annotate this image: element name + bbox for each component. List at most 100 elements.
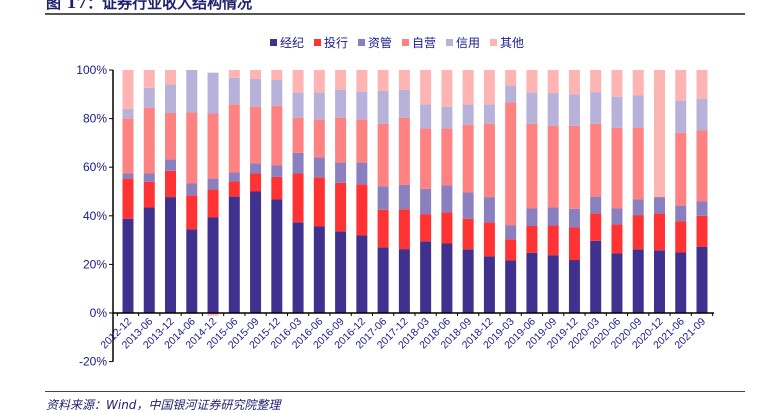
bar-segment bbox=[526, 252, 538, 313]
bar-segment bbox=[143, 107, 155, 174]
bar-segment bbox=[143, 207, 155, 313]
bar-segment bbox=[271, 105, 283, 166]
bar-segment bbox=[228, 172, 240, 182]
bar-segment bbox=[377, 90, 389, 124]
bar-segment bbox=[271, 199, 283, 313]
bar-segment bbox=[356, 162, 368, 185]
bar-segment bbox=[228, 181, 240, 197]
bar-segment bbox=[462, 70, 474, 105]
bar-segment bbox=[271, 176, 283, 200]
bar-segment bbox=[398, 249, 410, 313]
bar-segment bbox=[611, 224, 623, 254]
bar-segment bbox=[632, 215, 644, 250]
figure-title: 图 17：证券行业收入结构情况 bbox=[46, 0, 253, 12]
bar-segment bbox=[377, 123, 389, 187]
bar-segment bbox=[568, 70, 580, 95]
bar-segment bbox=[483, 222, 495, 257]
bar-segment bbox=[143, 173, 155, 182]
bar-segment bbox=[271, 79, 283, 106]
bar-segment bbox=[228, 196, 240, 313]
bar-segment bbox=[632, 249, 644, 313]
bar-segment bbox=[313, 226, 325, 313]
bar-segment bbox=[547, 255, 559, 313]
bar-segment bbox=[590, 70, 602, 93]
bar-segment bbox=[292, 152, 304, 174]
bar-segment bbox=[611, 96, 623, 128]
legend-label: 资管 bbox=[368, 35, 392, 50]
bar-segment bbox=[207, 72, 219, 114]
title-divider bbox=[45, 13, 745, 15]
bar-segment bbox=[398, 89, 410, 118]
bar-segment bbox=[398, 70, 410, 90]
bar-segment bbox=[250, 163, 262, 174]
bar-segment bbox=[165, 70, 177, 85]
bar-segment bbox=[228, 104, 240, 173]
bar-segment bbox=[632, 127, 644, 200]
legend-swatch bbox=[446, 39, 453, 46]
legend-swatch bbox=[270, 39, 277, 46]
bar-segment bbox=[611, 253, 623, 313]
legend-label: 投行 bbox=[324, 35, 348, 50]
bar-segment bbox=[335, 89, 347, 118]
bar-segment bbox=[313, 92, 325, 120]
bar-segment bbox=[547, 225, 559, 256]
source-divider bbox=[45, 391, 745, 392]
bar-segment bbox=[611, 127, 623, 209]
bar-segment bbox=[420, 241, 432, 313]
bar-segment bbox=[568, 125, 580, 209]
bar-segment bbox=[441, 70, 453, 107]
bar-segment bbox=[526, 92, 538, 124]
bar-segment bbox=[590, 92, 602, 124]
legend-swatch bbox=[402, 39, 409, 46]
bar-segment bbox=[335, 117, 347, 163]
bar-segment bbox=[250, 78, 262, 107]
bar-segment bbox=[590, 123, 602, 197]
bar-segment bbox=[250, 173, 262, 192]
bar-segment bbox=[122, 178, 134, 219]
bar-segment bbox=[590, 213, 602, 241]
bar-segment bbox=[228, 77, 240, 105]
bar-segment bbox=[165, 113, 177, 160]
legend-label: 信用 bbox=[456, 36, 480, 50]
bar-segment bbox=[696, 201, 708, 216]
bar-segment bbox=[420, 214, 432, 242]
bar-segment bbox=[696, 246, 708, 313]
bar-segment bbox=[143, 70, 155, 88]
bar-segment bbox=[207, 178, 219, 190]
bar-segment bbox=[420, 128, 432, 189]
bar-segment bbox=[483, 70, 495, 105]
bar-segment bbox=[398, 117, 410, 185]
bar-segment bbox=[356, 70, 368, 92]
bar-segment bbox=[590, 240, 602, 313]
bar-segment bbox=[632, 95, 644, 128]
bar-segment bbox=[462, 124, 474, 193]
bar-segment bbox=[462, 249, 474, 313]
bar-segment bbox=[441, 106, 453, 129]
bar-segment bbox=[186, 229, 198, 313]
bar-segment bbox=[441, 243, 453, 313]
legend-label: 其他 bbox=[500, 36, 524, 50]
bar-segment bbox=[547, 207, 559, 226]
bar-segment bbox=[313, 119, 325, 158]
bar-segment bbox=[186, 195, 198, 230]
bar-segment bbox=[207, 189, 219, 218]
bar-segment bbox=[313, 70, 325, 93]
bar-segment bbox=[186, 183, 198, 196]
bar-segment bbox=[462, 192, 474, 219]
bar-segment bbox=[505, 225, 517, 240]
bar-segment bbox=[653, 250, 665, 313]
bar-segment bbox=[292, 173, 304, 223]
bar-segment bbox=[398, 184, 410, 210]
legend-label: 自营 bbox=[412, 36, 436, 50]
bar-segment bbox=[313, 157, 325, 178]
bar-segment bbox=[505, 260, 517, 313]
bar-segment bbox=[356, 184, 368, 236]
bar-segment bbox=[568, 260, 580, 313]
bar-segment bbox=[250, 70, 262, 79]
bar-segment bbox=[335, 182, 347, 232]
bar-segment bbox=[632, 70, 644, 96]
bar-segment bbox=[186, 70, 198, 113]
bar-segment bbox=[675, 221, 687, 253]
bar-segment bbox=[696, 215, 708, 247]
bar-segment bbox=[292, 222, 304, 313]
